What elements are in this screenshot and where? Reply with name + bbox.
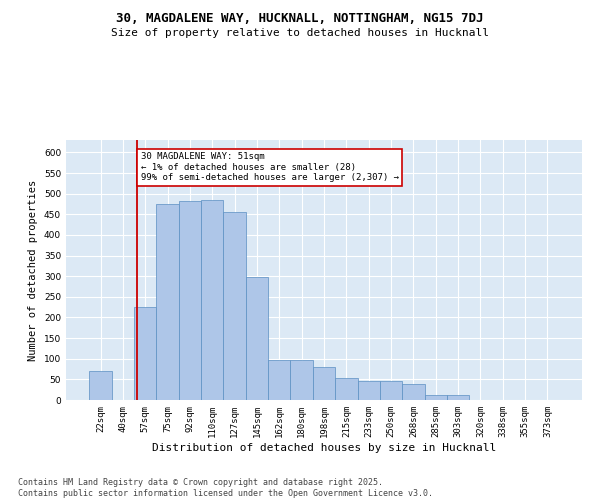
Text: Contains HM Land Registry data © Crown copyright and database right 2025.
Contai: Contains HM Land Registry data © Crown c… (18, 478, 433, 498)
Bar (447, 396, 469, 400)
Bar (89, 371, 112, 400)
Text: 30 MAGDALENE WAY: 51sqm
← 1% of detached houses are smaller (28)
99% of semi-det: 30 MAGDALENE WAY: 51sqm ← 1% of detached… (141, 152, 399, 182)
Bar (201, 200, 223, 400)
Bar (134, 307, 157, 400)
Bar (380, 381, 402, 400)
Bar (268, 360, 290, 400)
Bar (223, 212, 246, 400)
Y-axis label: Number of detached properties: Number of detached properties (28, 180, 38, 360)
Bar (425, 396, 447, 400)
Bar (179, 200, 201, 400)
Bar (246, 277, 268, 400)
Bar (358, 381, 380, 400)
Bar (290, 360, 313, 400)
Bar (335, 378, 358, 400)
Bar (402, 384, 425, 400)
Bar (157, 204, 179, 400)
Text: 30, MAGDALENE WAY, HUCKNALL, NOTTINGHAM, NG15 7DJ: 30, MAGDALENE WAY, HUCKNALL, NOTTINGHAM,… (116, 12, 484, 26)
Text: Size of property relative to detached houses in Hucknall: Size of property relative to detached ho… (111, 28, 489, 38)
Bar (313, 367, 335, 400)
X-axis label: Distribution of detached houses by size in Hucknall: Distribution of detached houses by size … (152, 442, 496, 452)
